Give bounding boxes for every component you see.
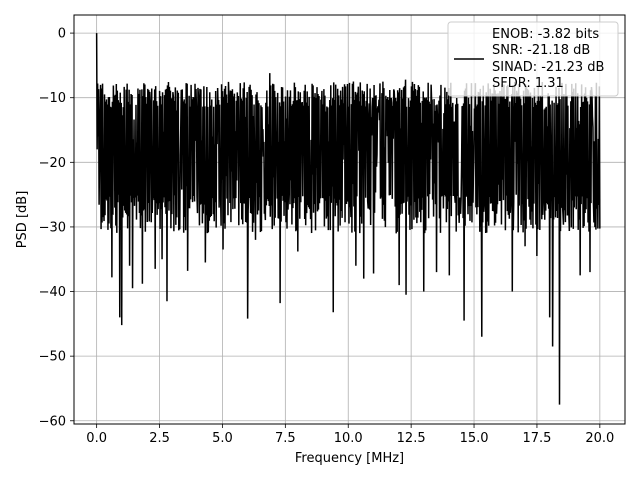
legend-snr: SNR: -21.18 dB (492, 43, 590, 58)
legend: ENOB: -3.82 bits SNR: -21.18 dB SINAD: -… (447, 21, 619, 97)
legend-sfdr: SFDR: 1.31 (492, 76, 564, 91)
x-axis-label: Frequency [MHz] (295, 451, 404, 466)
x-tick-label: 15.0 (460, 431, 489, 446)
x-tick-label: 10.0 (334, 431, 363, 446)
x-tick-label: 20.0 (585, 431, 614, 446)
legend-enob: ENOB: -3.82 bits (492, 27, 599, 42)
y-tick-label: −60 (39, 414, 66, 429)
psd-line (95, 33, 601, 405)
x-tick-label: 7.5 (275, 431, 296, 446)
x-axis-ticks: 0.0 2.5 5.0 7.5 10.0 12.5 15.0 17.5 20.0 (86, 424, 614, 446)
x-tick-label: 0.0 (86, 431, 107, 446)
x-tick-label: 5.0 (212, 431, 233, 446)
y-axis-label: PSD [dB] (15, 191, 30, 249)
psd-series (95, 33, 601, 405)
plot-frame (73, 14, 626, 425)
y-axis-ticks: 0 −10 −20 −30 −40 −50 −60 (39, 27, 74, 429)
y-tick-label: −10 (39, 91, 66, 106)
y-tick-label: −50 (39, 350, 66, 365)
y-tick-label: −20 (39, 156, 66, 171)
y-tick-label: 0 (58, 27, 66, 42)
x-tick-label: 12.5 (397, 431, 426, 446)
y-tick-label: −30 (39, 220, 66, 235)
x-tick-label: 17.5 (522, 431, 551, 446)
x-tick-label: 2.5 (149, 431, 170, 446)
y-tick-label: −40 (39, 285, 66, 300)
legend-sinad: SINAD: -21.23 dB (492, 60, 604, 75)
legend-box (447, 21, 619, 97)
